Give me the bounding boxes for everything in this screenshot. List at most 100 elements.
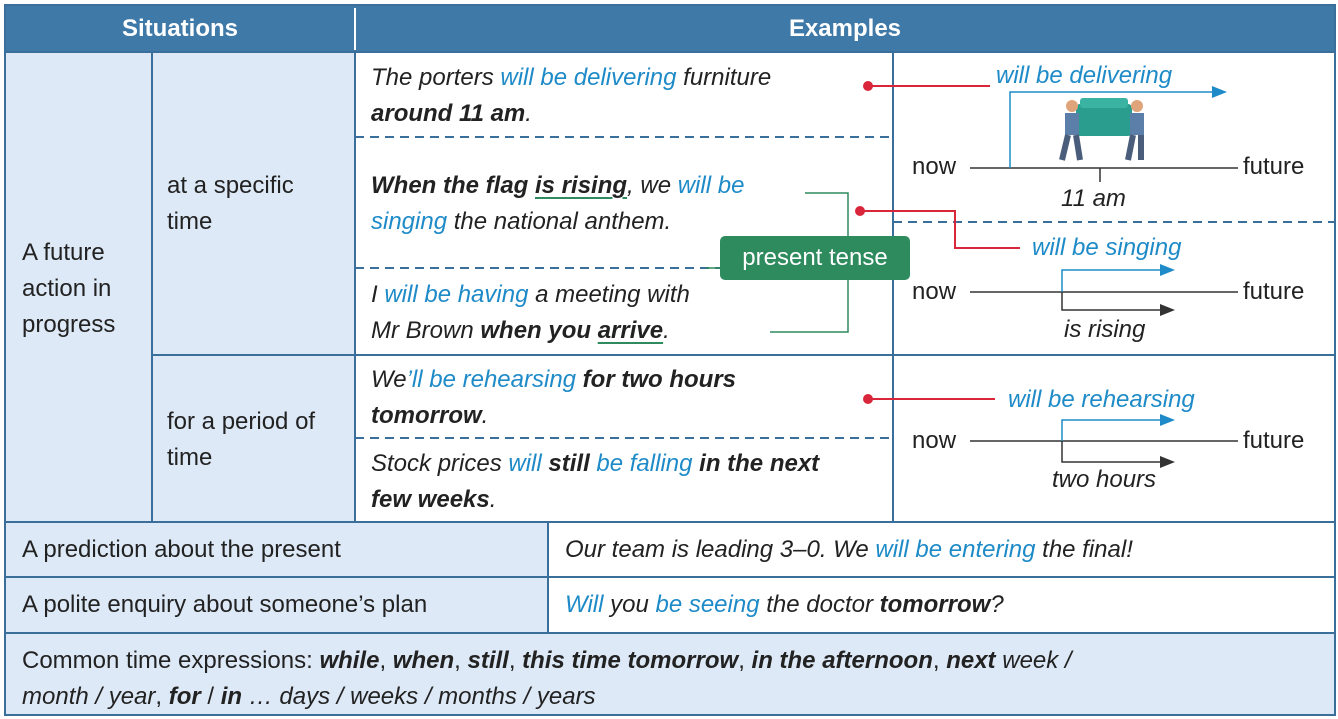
porters-illustration [1059, 98, 1144, 161]
arrow-head [1160, 414, 1175, 426]
text-segment: When the flag [371, 172, 535, 199]
arrow [1061, 419, 1165, 441]
example: Stock prices will still be falling in th… [371, 446, 819, 518]
text-segment: the doctor [759, 591, 880, 618]
text-segment: the final! [1035, 536, 1133, 563]
text-segment: singing [371, 208, 448, 235]
time-expressions: Common time expressions: while, when, st… [22, 643, 1072, 715]
text-segment: will be delivering [500, 64, 677, 91]
text-line: singing the national anthem. [371, 204, 744, 240]
text-segment: I [371, 281, 385, 308]
text-segment: a meeting with [528, 281, 690, 308]
text-segment: be seeing [655, 591, 760, 618]
diagram-time: two hours [1052, 466, 1157, 493]
text-segment: will be [677, 172, 745, 199]
text-line: I will be having a meeting with [371, 277, 690, 313]
text-segment: will be entering [875, 536, 1036, 563]
text-segment: be falling [589, 450, 693, 477]
text-segment: , [932, 647, 947, 674]
text-segment: in the next [692, 450, 820, 477]
text-segment: still [541, 450, 590, 477]
text-segment: furniture [676, 64, 772, 91]
text-segment: Mr Brown [371, 317, 481, 344]
arrow-head [1160, 456, 1175, 468]
text-line: The porters will be delivering furniture [371, 60, 771, 96]
text-segment: the national anthem. [447, 208, 672, 235]
example: When the flag is rising, we will be singi… [371, 168, 744, 240]
text-segment: when [392, 647, 455, 674]
cell-bg [5, 633, 1335, 715]
sub-situation: for a period of time [167, 408, 316, 471]
diagram-now: now [912, 427, 957, 454]
text-line: month / year, for / in … days / weeks / … [22, 679, 1072, 715]
text-segment: week / [995, 647, 1072, 674]
text-segment: , [379, 647, 393, 674]
text-segment: / [200, 683, 221, 710]
example: Our team is leading 3–0. We will be ente… [565, 532, 1133, 568]
text-segment: while [319, 647, 380, 674]
text-segment: . [481, 402, 489, 429]
situation: A future action in progress [22, 239, 116, 338]
text-segment: Common time expressions: [22, 647, 320, 674]
text-line: Stock prices will still be falling in th… [371, 446, 819, 482]
arrow [1061, 292, 1165, 311]
diagram-future: future [1243, 153, 1305, 180]
situation: A polite enquiry about someone’s plan [22, 591, 428, 618]
text-segment: will be having [384, 281, 529, 308]
text-line: Will you be seeing the doctor tomorrow? [565, 587, 1004, 623]
text-segment: Stock prices [371, 450, 509, 477]
connector-dot [855, 206, 865, 216]
diagram-future: future [1243, 278, 1305, 305]
diagram-label: will be delivering [996, 62, 1173, 89]
text-segment: tomorrow [879, 591, 991, 618]
connector-dot [863, 394, 873, 404]
text-segment: when you [480, 317, 598, 344]
text-segment: month / year [22, 683, 156, 710]
text-segment: will [508, 450, 542, 477]
situation: A prediction about the present [22, 536, 341, 563]
example: I will be having a meeting with Mr Brown … [371, 277, 690, 349]
text-line: around 11 am. [371, 96, 771, 132]
text-segment: , [508, 647, 523, 674]
arrow [1009, 91, 1215, 168]
text-segment: … days / weeks / months / years [242, 683, 596, 710]
text-segment: Will [565, 591, 604, 618]
header-cell: Examples [788, 15, 902, 42]
example: The porters will be delivering furniture… [371, 60, 771, 132]
text-line: We’ll be rehearsing for two hours [371, 362, 736, 398]
sub-situation: at a specific time [167, 172, 294, 235]
header-cell: Situations [121, 15, 238, 42]
arrow [1061, 441, 1165, 463]
text-segment: for two hours [576, 366, 736, 393]
text-segment: . [663, 317, 670, 344]
cell-bg [5, 52, 355, 522]
text-segment: . [489, 486, 497, 513]
text-segment: this time tomorrow [522, 647, 739, 674]
diagram-label: will be singing [1032, 234, 1182, 261]
diagram-now: now [912, 153, 957, 180]
example: Will you be seeing the doctor tomorrow? [565, 587, 1004, 623]
text-segment: tomorrow [371, 402, 482, 429]
text-segment: , [454, 647, 468, 674]
header-bg [5, 5, 1335, 52]
outer-border [4, 4, 1336, 716]
text-segment: arrive [597, 317, 664, 344]
text-segment: still [467, 647, 509, 674]
text-segment: ? [990, 591, 1004, 618]
text-line: tomorrow. [371, 398, 736, 434]
text-segment: , [738, 647, 752, 674]
text-segment: The porters [371, 64, 501, 91]
text-line: Our team is leading 3–0. We will be ente… [565, 532, 1133, 568]
text-line: When the flag is rising, we will be [371, 168, 744, 204]
arrow-head [1160, 264, 1175, 276]
text-segment: few weeks [371, 486, 490, 513]
text-segment: in the afternoon [751, 647, 933, 674]
text-segment: Our team is leading 3–0. We [565, 536, 876, 563]
text-segment: is rising [535, 172, 628, 199]
text-segment: , we [627, 172, 678, 199]
text-segment: around 11 am [371, 100, 526, 127]
arrow-head [1160, 304, 1175, 316]
text-segment: We [371, 366, 407, 393]
